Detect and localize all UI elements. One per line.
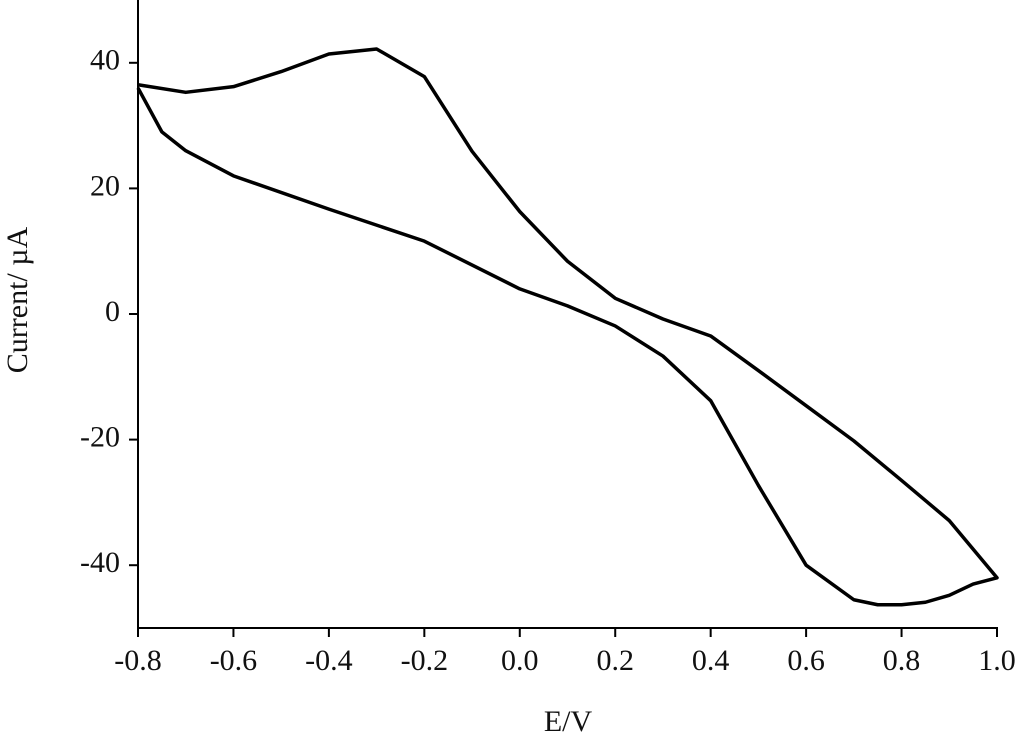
x-tick-label: 0.4: [692, 644, 730, 677]
x-tick-label: -0.2: [401, 644, 449, 677]
x-axis-title: E/V: [544, 705, 593, 738]
y-tick-label: -20: [80, 420, 120, 453]
y-tick-label: -40: [80, 546, 120, 579]
y-tick-label: 20: [90, 169, 120, 202]
x-tick-label: 0.0: [501, 644, 539, 677]
x-tick-label: 0.8: [883, 644, 921, 677]
x-tick-label: 1.0: [978, 644, 1016, 677]
x-tick-label: 0.6: [787, 644, 825, 677]
x-tick-label: -0.4: [305, 644, 353, 677]
x-tick-label: 0.2: [596, 644, 634, 677]
y-axis-title: Current/ µA: [1, 226, 34, 373]
y-tick-label: 0: [105, 295, 120, 328]
y-tick-label: 40: [90, 44, 120, 77]
cv-curve: [136, 47, 999, 607]
x-tick-label: -0.6: [210, 644, 258, 677]
x-tick-label: -0.8: [114, 644, 162, 677]
